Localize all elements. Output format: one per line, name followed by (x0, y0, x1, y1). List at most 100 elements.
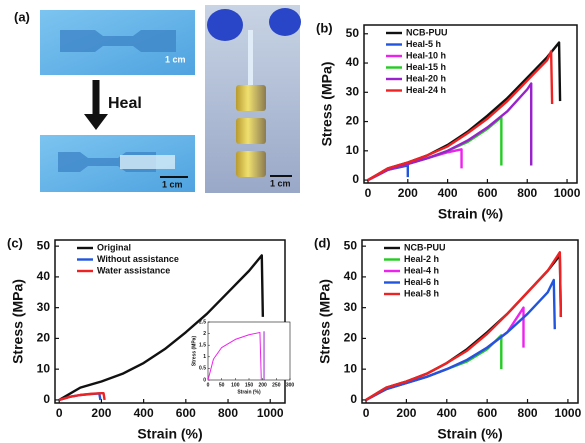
data-line (58, 254, 265, 401)
data-line (367, 82, 533, 182)
x-tick-label: 50 (219, 382, 225, 388)
x-tick-label: 150 (245, 382, 254, 388)
weight (236, 151, 266, 177)
scale-bar-label: 1 cm (162, 179, 183, 189)
plot-frame (363, 24, 578, 184)
legend-label: Heal-20 h (406, 73, 446, 83)
arrow-head (84, 114, 108, 130)
y-tick-label: 1.5 (199, 343, 206, 349)
y-tick-label: 40 (37, 269, 51, 283)
x-axis-label: Strain (%) (137, 426, 202, 442)
legend-label: Heal-5 h (406, 39, 441, 49)
legend-label: Heal-6 h (404, 277, 439, 287)
y-tick-label: 20 (344, 331, 358, 345)
x-tick-label: 600 (477, 406, 497, 420)
panel-label: (b) (316, 20, 333, 35)
healed-part (120, 155, 175, 169)
x-tick-label: 400 (438, 186, 458, 200)
plot-frame (207, 321, 291, 381)
panel-label: (d) (314, 235, 331, 250)
weight (236, 85, 266, 111)
x-tick-label: 0 (365, 186, 372, 200)
data-line (365, 254, 563, 401)
x-tick-label: 200 (91, 406, 111, 420)
photo-panel: (a) 1 cm Heal 1 cm 1 cm (14, 5, 301, 193)
legend-label: Without assistance (97, 254, 179, 264)
y-tick-label: 0.5 (199, 366, 206, 372)
scale-bar-label: 1 cm (165, 54, 186, 64)
x-tick-label: 200 (258, 382, 267, 388)
y-tick-label: 40 (346, 55, 360, 69)
x-tick-label: 600 (477, 186, 497, 200)
y-tick-label: 30 (344, 300, 358, 314)
legend-label: Heal-10 h (406, 50, 446, 60)
plot-frame (54, 239, 286, 404)
x-tick-label: 300 (286, 382, 295, 388)
x-axis-label: Strain (%) (437, 426, 502, 442)
glove (207, 9, 243, 41)
y-tick-label: 50 (37, 238, 51, 252)
x-axis-label: Strain (%) (237, 389, 261, 395)
data-line (58, 391, 106, 402)
y-tick-label: 30 (346, 84, 360, 98)
x-tick-label: 800 (218, 406, 238, 420)
data-line (365, 278, 556, 401)
y-tick-label: 40 (344, 269, 358, 283)
y-tick-label: 20 (346, 114, 360, 128)
y-axis-label: Stress (MPa) (319, 62, 335, 147)
x-tick-label: 0 (207, 382, 210, 388)
legend-label: Heal-8 h (404, 288, 439, 298)
x-tick-label: 600 (176, 406, 196, 420)
x-tick-label: 250 (272, 382, 281, 388)
weight (236, 118, 266, 144)
y-tick-label: 0 (352, 172, 359, 186)
data-line (367, 50, 554, 182)
plot-frame (361, 239, 579, 404)
y-tick-label: 2 (203, 331, 206, 337)
y-tick-label: 1 (203, 354, 206, 360)
y-tick-label: 50 (344, 238, 358, 252)
y-tick-label: 2.5 (199, 319, 206, 325)
y-tick-label: 10 (344, 361, 358, 375)
x-tick-label: 800 (518, 406, 538, 420)
panel-label: (a) (14, 9, 30, 24)
y-tick-label: 0 (203, 377, 206, 383)
specimen (248, 30, 253, 85)
y-axis-label: Stress (MPa) (191, 336, 197, 367)
legend-label: Heal-24 h (406, 85, 446, 95)
legend-label: Original (97, 242, 131, 252)
y-tick-label: 20 (37, 331, 51, 345)
data-line (207, 331, 262, 381)
y-tick-label: 50 (346, 26, 360, 40)
legend-label: Heal-2 h (404, 254, 439, 264)
panel-label: (c) (7, 235, 23, 250)
y-axis-label: Stress (MPa) (10, 279, 26, 364)
glove (269, 8, 301, 36)
x-axis-label: Strain (%) (438, 206, 503, 222)
y-tick-label: 10 (346, 143, 360, 157)
x-tick-label: 200 (398, 186, 418, 200)
x-tick-label: 200 (396, 406, 416, 420)
x-tick-label: 1000 (257, 406, 284, 420)
y-tick-label: 0 (350, 392, 357, 406)
x-tick-label: 0 (363, 406, 370, 420)
x-tick-label: 1000 (554, 186, 581, 200)
x-tick-label: 0 (56, 406, 63, 420)
legend-label: Heal-15 h (406, 62, 446, 72)
legend-label: NCB-PUU (404, 242, 446, 252)
x-tick-label: 1000 (555, 406, 582, 420)
scale-bar-label: 1 cm (270, 178, 291, 188)
y-tick-label: 30 (37, 300, 51, 314)
legend-label: NCB-PUU (406, 27, 448, 37)
y-tick-label: 10 (37, 361, 51, 375)
legend-label: Water assistance (97, 265, 170, 275)
x-tick-label: 400 (437, 406, 457, 420)
legend-label: Heal-4 h (404, 265, 439, 275)
specimen (60, 30, 176, 52)
x-tick-label: 800 (517, 186, 537, 200)
y-axis-label: Stress (MPa) (317, 279, 333, 364)
y-tick-label: 0 (43, 392, 50, 406)
data-line (367, 148, 463, 182)
data-line (365, 251, 563, 401)
